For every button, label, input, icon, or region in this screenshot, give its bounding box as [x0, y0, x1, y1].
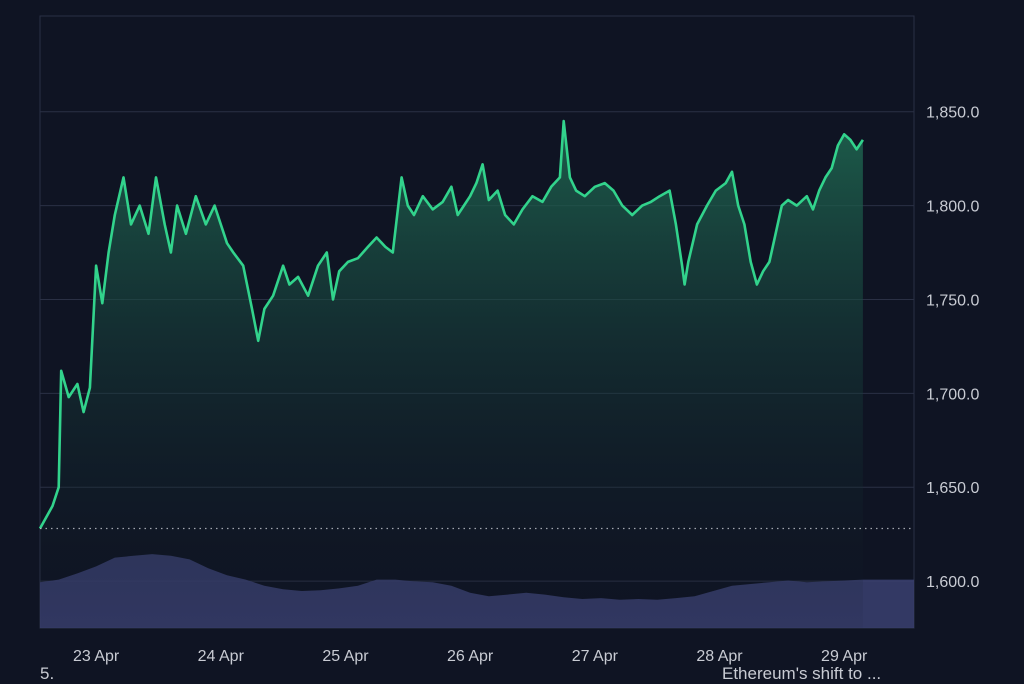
y-tick-label: 1,850.0	[926, 105, 979, 122]
y-tick-label: 1,650.0	[926, 480, 979, 497]
x-axis: 23 Apr 24 Apr 25 Apr 26 Apr 27 Apr 28 Apr 29 A…	[73, 648, 868, 665]
y-tick-label: 1,800.0	[926, 199, 979, 216]
price-area-fill	[40, 121, 863, 628]
x-tick-label: 28 Apr	[696, 648, 743, 665]
price-series-line	[38, 119, 864, 530]
y-tick-label: 1,750.0	[926, 292, 979, 309]
y-axis: 1,600.0 1,650.0 1,700.0 1,750.0 1,800.0 1,850…	[926, 105, 979, 591]
x-tick-label: 24 Apr	[198, 648, 245, 665]
y-tick-label: 1,700.0	[926, 386, 979, 403]
price-line	[38, 119, 864, 530]
x-tick-label: 26 Apr	[447, 648, 494, 665]
x-tick-label: 23 Apr	[73, 648, 120, 665]
x-tick-label: 29 Apr	[821, 648, 868, 665]
footer-link-text[interactable]: Ethereum's shift to ...	[722, 664, 882, 683]
y-tick-label: 1,600.0	[926, 574, 979, 591]
x-tick-label: 25 Apr	[322, 648, 369, 665]
price-area	[40, 121, 863, 628]
footer-left-text: 5.	[40, 664, 55, 683]
x-tick-label: 27 Apr	[572, 648, 619, 665]
